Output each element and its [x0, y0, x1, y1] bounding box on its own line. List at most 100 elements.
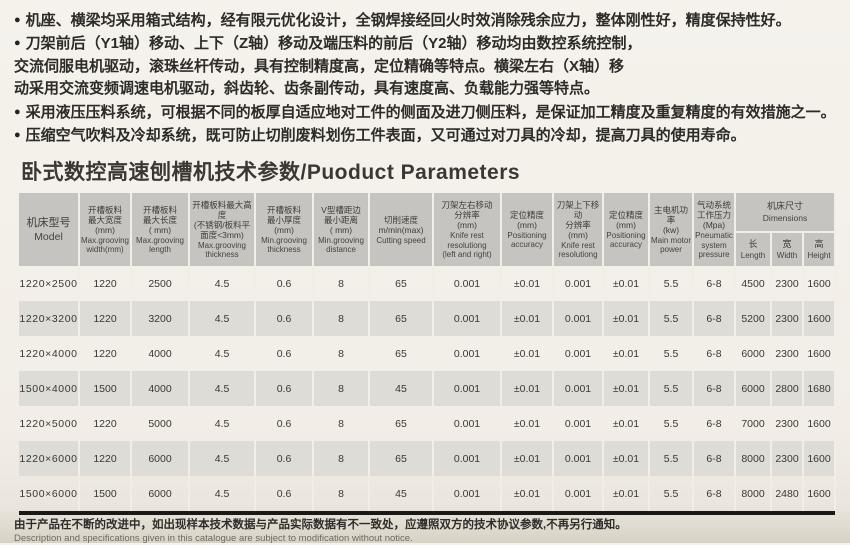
table-cell: 1220 [79, 441, 132, 477]
feature-text: 采用液压压料系统，可根据不同的板厚自适应地对工件的侧面及进刀侧压料，是保证加工精… [25, 103, 836, 121]
table-cell: 65 [369, 301, 434, 337]
column-header-en: Width [776, 251, 798, 261]
feature-text: 机座、横梁均采用箱式结构，经有限元优化设计，全钢焊接经回火时效消除残余应力，整体… [25, 12, 791, 29]
table-row: 1500×6000 1500 6000 4.5 0.6 8 45 0.001 ±0.01 0.00… [19, 476, 836, 512]
feature-text: 压缩空气吹料及冷却系统，既可防止切削废料划伤工件表面，又可通过对刀具的冷却，提高… [25, 127, 746, 145]
table-cell: 1600 [803, 336, 836, 372]
table-cell: 8000 [735, 476, 772, 512]
table-cell: 4.5 [189, 476, 256, 512]
divider [19, 511, 835, 516]
column-header-en: Height [807, 251, 831, 261]
table-cell: 65 [369, 266, 434, 302]
table-cell: 0.001 [433, 301, 502, 337]
column-header-zh: V型槽距边 最小距离 ( mm) [321, 204, 361, 235]
dimension-sub-header: 宽 Width [771, 232, 804, 267]
table-cell: 1600 [803, 266, 836, 302]
table-cell: 0.001 [553, 301, 604, 337]
table-cell: ±0.01 [501, 406, 554, 442]
table-cell: 1500 [79, 371, 132, 407]
table-cell: 6-8 [693, 476, 736, 512]
column-header: 主电机功率 (kw) Main motor power [649, 193, 694, 267]
table-cell: 6-8 [693, 266, 736, 302]
table-cell: 2300 [771, 406, 804, 442]
table-cell: 2300 [771, 301, 804, 337]
column-header: 定位精度 (mm) Positioning accuracy [501, 193, 554, 267]
column-header: 开槽板料 最大长度 ( mm) Max.grooving length [131, 193, 190, 267]
table-cell: ±0.01 [603, 266, 650, 302]
feature-item: 交流伺服电机驱动，滚珠丝杆传动，具有控制精度高，定位精确等特点。横梁左右（X轴）… [14, 56, 844, 78]
table-row: 1220×4000 1220 4000 4.5 0.6 8 65 0.001 ±0.01 0.00… [19, 336, 836, 372]
column-header-en: Max.grooving length [135, 235, 185, 255]
table-cell: 0.001 [553, 406, 604, 442]
table-cell: 8000 [735, 441, 772, 477]
table-cell: 0.6 [255, 371, 314, 407]
table-cell: 0.6 [255, 441, 314, 477]
column-header-zh: 定位精度 (mm) [509, 209, 544, 230]
table-cell: 4.5 [189, 301, 256, 337]
column-header-en: Main motor power [650, 235, 691, 255]
table-cell: ±0.01 [603, 371, 650, 407]
column-header: 定位精度 (mm) Positioning accuracy [603, 193, 650, 267]
table-cell: 4000 [131, 371, 190, 407]
table-cell: 3200 [131, 301, 190, 337]
table-cell: 65 [369, 441, 434, 477]
table-cell: 0.6 [255, 336, 314, 372]
column-header-en: Cutting speed [376, 235, 426, 245]
table-cell: 8 [313, 266, 370, 302]
table-cell: 1600 [803, 301, 836, 337]
table-cell: 0.6 [255, 301, 314, 337]
column-header-zh: 机床尺寸 [766, 201, 803, 212]
table-cell: 65 [369, 336, 434, 372]
column-header-zh: 机床型号 [26, 216, 71, 229]
column-header-zh: 长 [748, 239, 758, 250]
feature-text: 交流伺服电机驱动，滚珠丝杆传动，具有控制精度高，定位精确等特点。横梁左右（X轴）… [14, 57, 625, 75]
table-row: 1500×4000 1500 4000 4.5 0.6 8 45 0.001 ±0.01 0.00… [19, 371, 836, 407]
table-cell: 0.001 [433, 266, 502, 302]
table-cell: 6-8 [693, 336, 736, 372]
column-header-en: Knife rest resolutiong (left and right) [442, 231, 492, 260]
table-cell: 0.001 [553, 371, 604, 407]
table-cell: ±0.01 [603, 476, 650, 512]
table-cell: 2500 [131, 266, 190, 302]
table-cell: 4.5 [189, 406, 256, 442]
column-header-zh: 开槽板料 最大宽度 (mm) [87, 204, 122, 235]
table-cell: 6-8 [693, 441, 736, 477]
table-cell: 1600 [803, 476, 836, 512]
feature-item: ● 压缩空气吹料及冷却系统，既可防止切削废料划伤工件表面，又可通过对刀具的冷却，提… [14, 124, 844, 147]
table-cell: 5.5 [649, 406, 694, 442]
table-cell: 6-8 [693, 406, 736, 442]
table-cell: 8 [313, 476, 370, 512]
table-row: 1220×6000 1220 6000 4.5 0.6 8 65 0.001 ±0.01 0.00… [19, 441, 836, 477]
column-header-zh: 宽 [782, 239, 792, 250]
bullet-icon: ● [14, 129, 21, 142]
table-cell: 0.001 [433, 336, 502, 372]
table-cell: 1500 [79, 476, 132, 512]
table-cell: 4500 [735, 266, 772, 302]
table-cell: 8 [313, 371, 370, 407]
model-cell: 1220×6000 [19, 441, 80, 477]
table-cell: 0.001 [433, 406, 502, 442]
model-column-header: 机床型号 Model [19, 193, 80, 267]
table-cell: ±0.01 [603, 441, 650, 477]
note-english: Description and specifications given in … [14, 533, 413, 545]
table-cell: 0.001 [553, 336, 604, 372]
feature-text: 刀架前后（Y1轴）移动、上下（Z轴）移动及端压料的前后（Y2轴）移动均由数控系统… [25, 35, 642, 53]
table-cell: 2480 [771, 476, 804, 512]
table-cell: 2300 [771, 266, 804, 302]
column-header-en: Max.grooving thickness [197, 240, 247, 260]
model-cell: 1500×4000 [19, 371, 80, 407]
feature-item: ● 刀架前后（Y1轴）移动、上下（Z轴）移动及端压料的前后（Y2轴）移动均由数控系… [14, 32, 844, 55]
feature-text: 动采用交流变频调速电机驱动，斜齿轮、齿条副传动，具有速度高、负载能力强等特点。 [14, 80, 600, 98]
column-header: 开槽板料 最小厚度 (mm) Min.grooving thickness [255, 193, 314, 267]
table-cell: 5.5 [649, 336, 694, 372]
column-header: 气动系统 工作压力 (Mpa) Pneumatic system pressure [693, 193, 736, 267]
table-cell: 7000 [735, 406, 772, 442]
column-header: 刀架上下移动 分辨率 (mm) Knife rest resolutiong [553, 193, 604, 267]
dimension-sub-header: 长 Length [735, 232, 772, 267]
table-cell: 1220 [79, 301, 132, 337]
column-header-zh: 刀架左右移动 分辨率 (mm) [441, 200, 493, 231]
column-header-zh: 刀架上下移动 分辨率 (mm) [556, 199, 600, 240]
dimension-sub-header: 高 Height [803, 232, 836, 267]
table-cell: ±0.01 [501, 336, 554, 372]
